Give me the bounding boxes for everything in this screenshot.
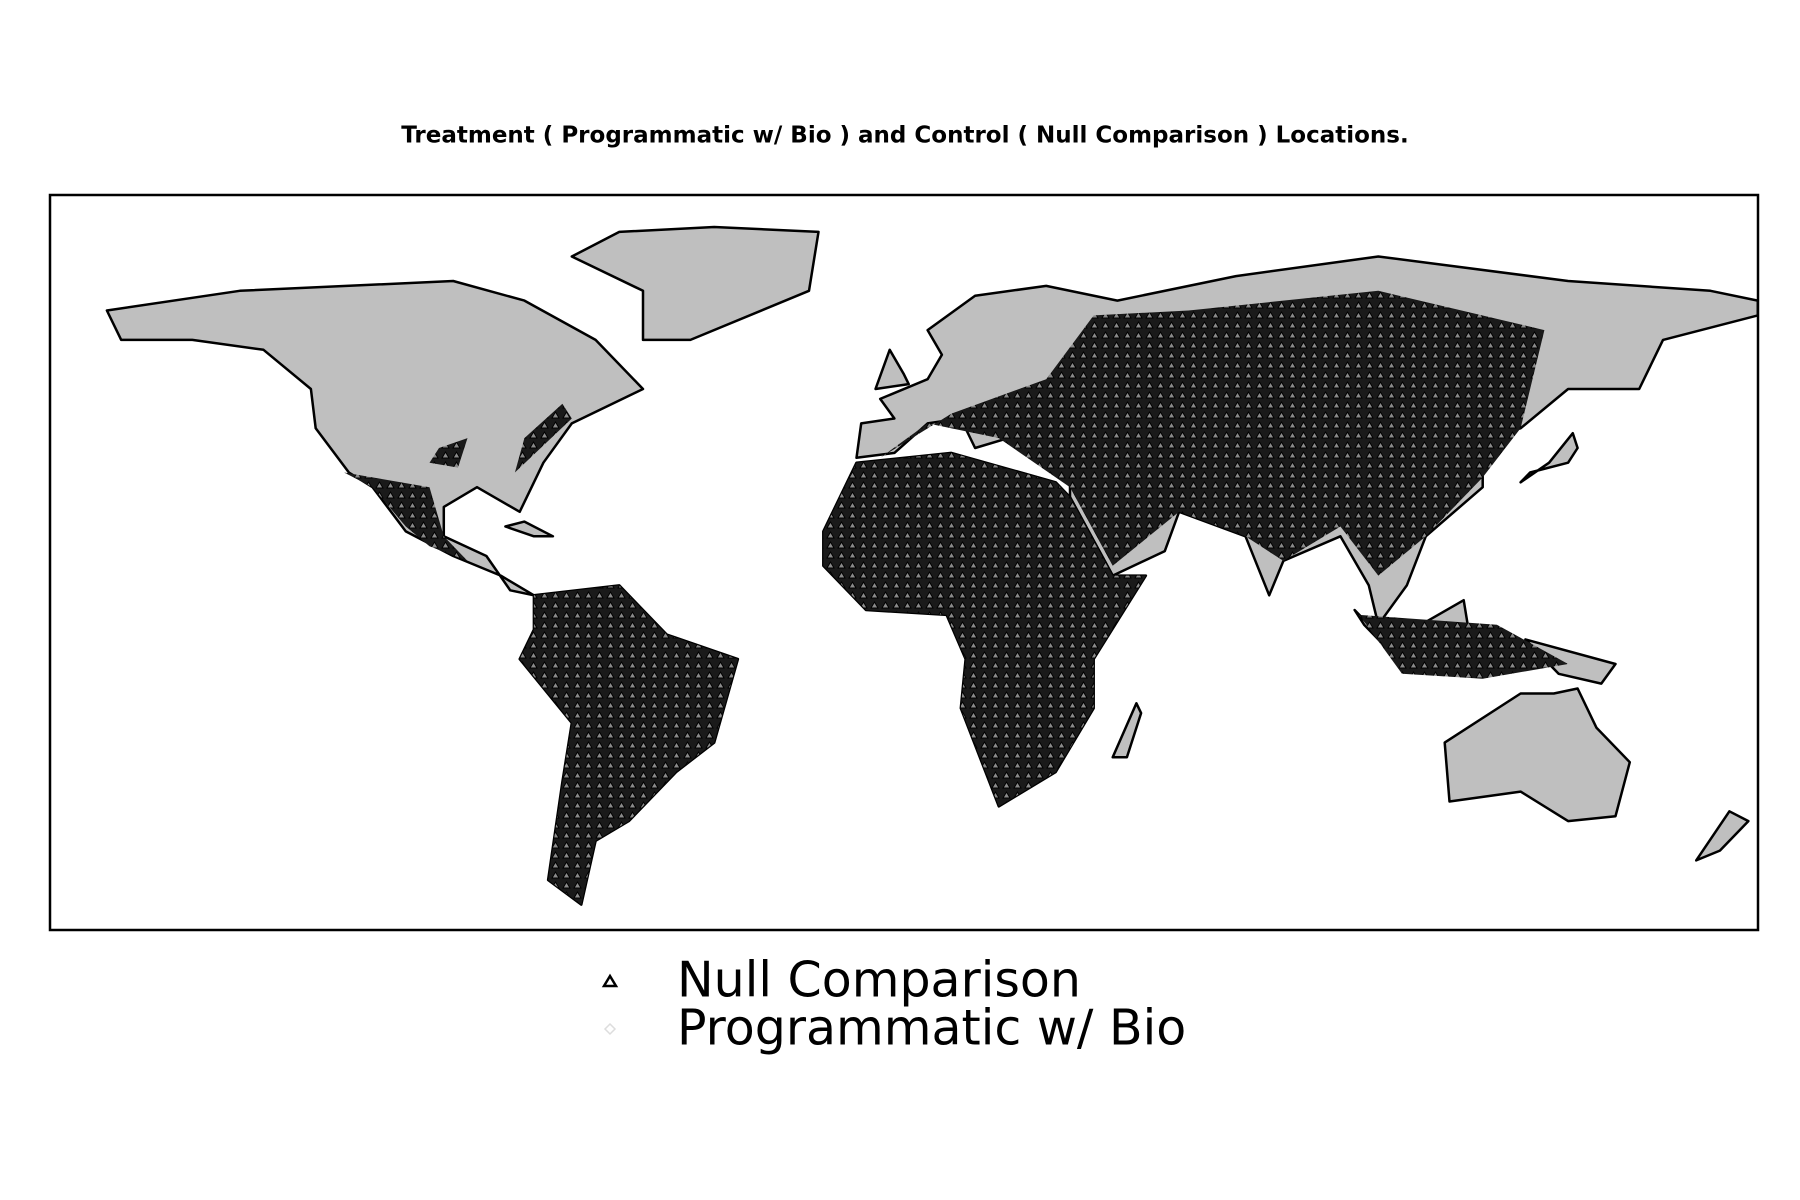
map-title: Treatment ( Programmatic w/ Bio ) and Co… bbox=[401, 123, 1409, 149]
legend-label: Null Comparison bbox=[677, 952, 1081, 1009]
legend-marker-null bbox=[601, 973, 619, 988]
location-cluster bbox=[880, 290, 1545, 576]
island bbox=[1519, 431, 1579, 484]
legend-label: Programmatic w/ Bio bbox=[677, 1000, 1186, 1057]
landmass bbox=[1443, 687, 1632, 823]
island bbox=[1111, 702, 1143, 759]
location-cluster bbox=[344, 472, 468, 561]
island bbox=[504, 520, 555, 538]
island bbox=[874, 348, 910, 391]
location-cluster bbox=[823, 452, 1146, 807]
land-layer bbox=[105, 225, 1758, 906]
landmass bbox=[570, 225, 820, 342]
map-frame bbox=[48, 193, 1760, 932]
location-cluster bbox=[429, 438, 468, 468]
legend-marker-bio bbox=[603, 1022, 617, 1036]
location-cluster bbox=[514, 403, 572, 473]
landmass bbox=[105, 279, 645, 597]
location-cluster bbox=[519, 585, 738, 905]
location-cluster bbox=[1359, 614, 1569, 679]
island bbox=[1694, 810, 1750, 862]
